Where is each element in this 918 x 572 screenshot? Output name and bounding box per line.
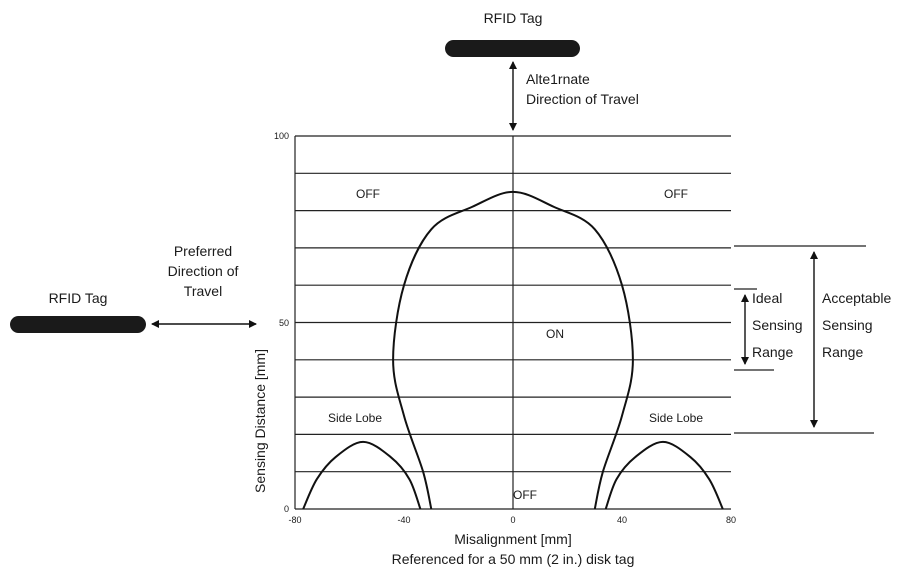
ideal-range-line2: Sensing	[752, 317, 803, 333]
y-tick-100: 100	[274, 131, 289, 141]
acceptable-range-line2: Sensing	[822, 317, 873, 333]
y-tick-50: 50	[279, 318, 289, 328]
region-on: ON	[546, 327, 564, 341]
preferred-direction-line2: Direction of	[168, 263, 239, 279]
sensing-field-curves	[302, 190, 724, 510]
region-off-top-right: OFF	[664, 187, 688, 201]
region-off-bottom: OFF	[513, 488, 537, 502]
x-tick-neg40: -40	[397, 515, 410, 525]
preferred-direction-line3: Travel	[184, 283, 222, 299]
x-axis-label: Misalignment [mm]	[454, 531, 571, 547]
ideal-range-line3: Range	[752, 344, 793, 360]
y-axis-label: Sensing Distance [mm]	[252, 349, 268, 493]
caption: Referenced for a 50 mm (2 in.) disk tag	[392, 551, 635, 567]
acceptable-range-line3: Range	[822, 344, 863, 360]
right-side-lobe-curve	[604, 440, 724, 510]
acceptable-range-line1: Acceptable	[822, 290, 891, 306]
x-tick-40: 40	[617, 515, 627, 525]
top-rfid-tag-shape	[445, 40, 580, 57]
region-off-top-left: OFF	[356, 187, 380, 201]
alternate-direction-line2: Direction of Travel	[526, 91, 639, 107]
left-side-lobe-curve	[302, 440, 422, 510]
x-tick-neg80: -80	[288, 515, 301, 525]
side-lobe-right-label: Side Lobe	[649, 411, 703, 425]
ideal-range-line1: Ideal	[752, 290, 782, 306]
preferred-direction-line1: Preferred	[174, 243, 232, 259]
alternate-direction-line1: Alte1rnate	[526, 71, 590, 87]
side-lobe-left-label: Side Lobe	[328, 411, 382, 425]
y-tick-0: 0	[284, 504, 289, 514]
x-tick-80: 80	[726, 515, 736, 525]
left-tag-label: RFID Tag	[49, 290, 108, 306]
top-tag-label: RFID Tag	[484, 10, 543, 26]
left-rfid-tag-shape	[10, 316, 146, 333]
x-tick-0: 0	[510, 515, 515, 525]
main-lobe-curve	[392, 190, 634, 510]
